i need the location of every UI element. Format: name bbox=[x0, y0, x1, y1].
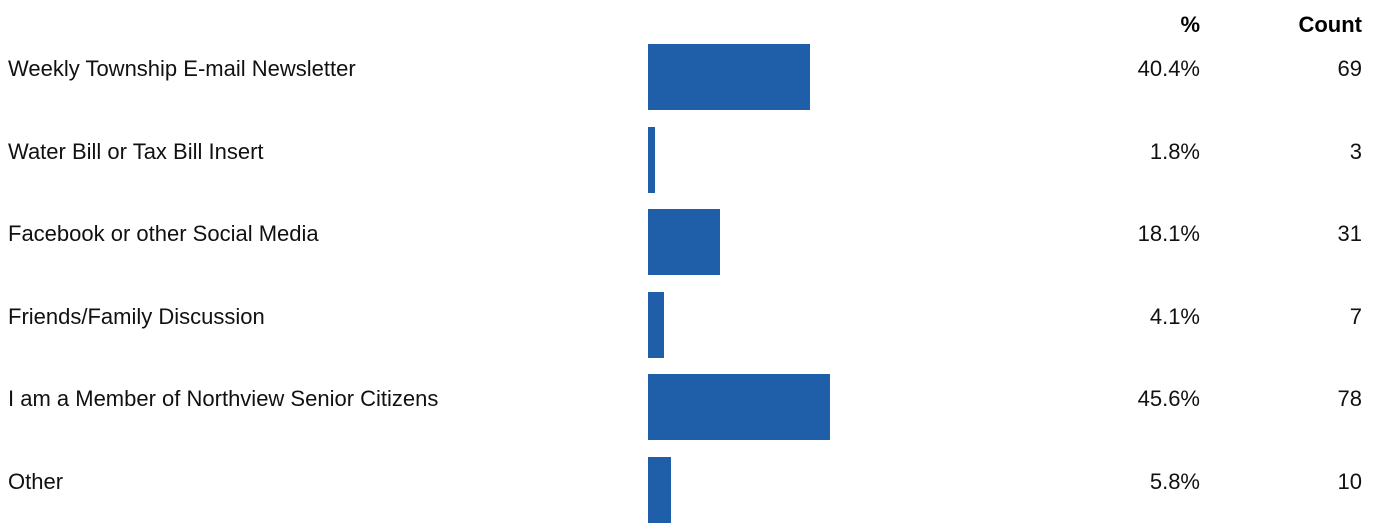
count-value: 69 bbox=[1337, 56, 1362, 81]
bar bbox=[648, 374, 831, 440]
percent-value: 18.1% bbox=[1137, 221, 1200, 246]
bar bbox=[648, 44, 810, 110]
count-value: 7 bbox=[1349, 303, 1362, 329]
chart-row: Water Bill or Tax Bill Insert 1.8% 3 bbox=[0, 125, 1374, 193]
category-label: Weekly Township E-mail Newsletter bbox=[8, 56, 356, 81]
percent-value: 4.1% bbox=[1149, 303, 1200, 329]
percent-value: 5.8% bbox=[1149, 468, 1200, 494]
count-value: 78 bbox=[1337, 386, 1362, 411]
percent-value: 40.4% bbox=[1137, 56, 1200, 81]
bar bbox=[648, 291, 665, 358]
category-label: I am a Member of Northview Senior Citize… bbox=[8, 386, 439, 411]
count-value: 31 bbox=[1337, 221, 1362, 246]
chart-row: Weekly Township E-mail Newsletter 40.4% 69 bbox=[0, 42, 1374, 110]
count-value: 3 bbox=[1349, 138, 1362, 164]
count-value: 10 bbox=[1337, 468, 1362, 494]
percent-value: 45.6% bbox=[1137, 386, 1200, 411]
chart-row: I am a Member of Northview Senior Citize… bbox=[0, 372, 1374, 440]
percent-column-header: % bbox=[1180, 12, 1200, 37]
bar bbox=[648, 126, 656, 193]
bar bbox=[648, 456, 672, 523]
bar bbox=[648, 209, 721, 275]
chart-row: Friends/Family Discussion 4.1% 7 bbox=[0, 290, 1374, 358]
category-label: Other bbox=[8, 468, 64, 494]
chart-row: Other 5.8% 10 bbox=[0, 455, 1374, 523]
category-label: Facebook or other Social Media bbox=[8, 221, 319, 246]
category-label: Friends/Family Discussion bbox=[8, 303, 265, 329]
chart-row: Facebook or other Social Media 18.1% 31 bbox=[0, 207, 1374, 275]
count-column-header: Count bbox=[1298, 12, 1362, 37]
percent-value: 1.8% bbox=[1149, 138, 1200, 164]
category-label: Water Bill or Tax Bill Insert bbox=[8, 138, 264, 164]
